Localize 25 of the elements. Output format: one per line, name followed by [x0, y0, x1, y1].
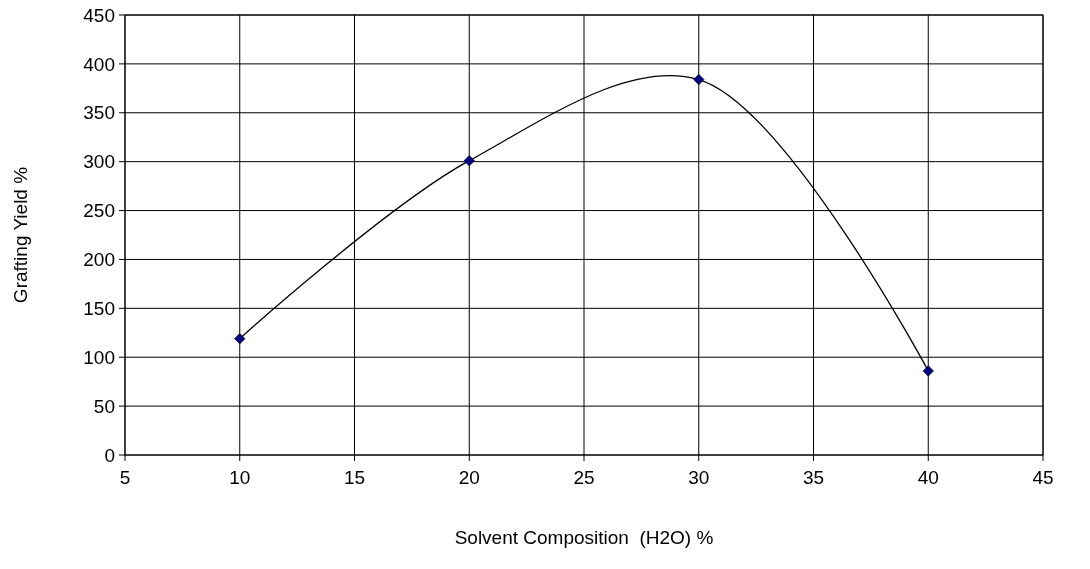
- y-tick-label: 50: [93, 395, 115, 417]
- y-tick-label: 450: [83, 4, 115, 26]
- y-tick-label: 200: [83, 249, 115, 271]
- x-tick-label: 5: [119, 467, 131, 488]
- y-tick-label: 100: [83, 346, 115, 368]
- y-tick-label: 350: [83, 102, 115, 124]
- point: [463, 155, 475, 167]
- point: [234, 333, 246, 345]
- y-tick-label: 400: [83, 53, 115, 75]
- x-tick-label: 25: [573, 467, 595, 488]
- x-tick-label: 35: [802, 467, 825, 488]
- x-tick-label: 30: [688, 467, 710, 488]
- x-axis-title: Solvent Composition (H2O) %: [454, 527, 714, 548]
- y-axis-title: Grafting Yield %: [10, 166, 31, 304]
- y-tick-label: 300: [83, 151, 115, 173]
- point: [922, 365, 934, 377]
- y-tick-label: 250: [83, 200, 115, 222]
- x-tick-label: 40: [917, 467, 939, 488]
- y-tick-label: 150: [83, 297, 115, 319]
- x-tick-label: 10: [229, 467, 251, 488]
- point: [693, 73, 705, 86]
- y-tick-label: 0: [104, 444, 115, 466]
- x-tick-label: 45: [1032, 467, 1054, 488]
- x-tick-label: 20: [458, 467, 480, 488]
- x-tick-label: 15: [343, 467, 366, 488]
